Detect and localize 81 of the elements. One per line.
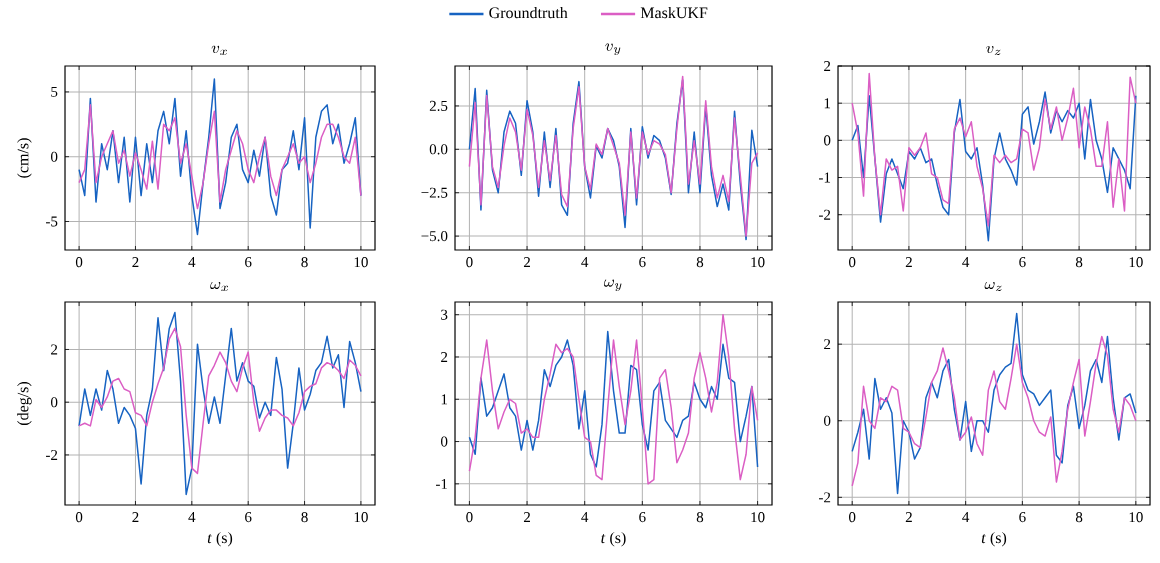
x-tick-label: 2 [132, 257, 139, 267]
chart-title: $\omega_x$ [210, 281, 229, 292]
x-tick-label: 0 [466, 512, 473, 523]
x-tick-label: 4 [962, 512, 970, 522]
x-tick-label: 4 [581, 257, 589, 267]
y-tick-label: 0 [51, 151, 58, 162]
y-tick-label: 0 [51, 397, 58, 408]
x-tick-label: 0 [849, 512, 856, 523]
x-tick-label: 0 [75, 512, 83, 523]
x-tick-label: 8 [1075, 512, 1083, 523]
chart-title: $v_y$ [605, 43, 621, 56]
line-series [851, 335, 1137, 487]
x-tick-label: 6 [245, 257, 252, 268]
x-tick-label: 2 [523, 512, 530, 522]
x-tick-label: 4 [962, 257, 970, 267]
x-tick-label: 10 [751, 257, 765, 268]
line-series [468, 313, 759, 485]
legend-label: Groundtruth [489, 6, 568, 19]
x-tick-label: 10 [354, 512, 368, 523]
y-tick-label: 1 [441, 394, 448, 405]
y-tick-label: 2.5 [429, 100, 448, 111]
x-tick-label: 10 [751, 512, 765, 523]
x-tick-label: 8 [696, 257, 704, 268]
x-tick-label: 2 [905, 257, 912, 267]
chart-title: $\omega_y$ [603, 279, 622, 292]
x-tick-label: 4 [581, 512, 589, 522]
y-tick-label: -2 [819, 492, 831, 503]
line-series [78, 104, 362, 210]
y-tick-label: 2 [441, 352, 448, 362]
y-tick-label: −5.0 [421, 231, 448, 242]
y-tick-label: 0.0 [429, 144, 448, 155]
y-tick-label: -1 [436, 478, 448, 489]
x-tick-label: 6 [1019, 512, 1026, 523]
line-series [851, 312, 1137, 495]
x-tick-label: 8 [301, 257, 308, 268]
x-tick-label: 8 [301, 512, 308, 523]
chart-title: $v_z$ [986, 45, 1001, 56]
x-tick-label: 6 [245, 512, 252, 523]
x-tick-label: 10 [1129, 257, 1143, 268]
x-axis-title: t (s) [601, 531, 626, 547]
x-tick-label: 0 [849, 257, 856, 268]
x-tick-label: 8 [1075, 257, 1083, 268]
x-tick-label: 6 [639, 257, 646, 268]
y-tick-label: -2 [46, 449, 58, 460]
x-tick-label: 2 [132, 512, 139, 522]
y-tick-label: -1 [819, 172, 831, 183]
y-tick-label: 2 [824, 61, 831, 71]
x-tick-label: 0 [75, 257, 83, 268]
y-tick-label: 0 [824, 415, 831, 426]
line-series [468, 330, 759, 468]
x-tick-label: 6 [1019, 257, 1026, 268]
x-axis-title: t (s) [207, 531, 233, 547]
y-tick-label: 2 [824, 339, 831, 350]
y-tick-label: 1 [824, 98, 831, 109]
y-tick-label: 2 [51, 344, 58, 355]
y-tick-label: 5 [51, 86, 58, 97]
y-tick-label: 3 [441, 309, 448, 320]
y-tick-label: -2 [819, 209, 831, 220]
line-series [78, 78, 362, 236]
x-tick-label: 8 [696, 512, 704, 523]
y-axis-title: (deg/s) [17, 382, 32, 426]
line-series [851, 72, 1137, 227]
x-tick-label: 4 [188, 512, 196, 522]
y-tick-label: −2.5 [421, 187, 448, 198]
line-series [851, 91, 1137, 242]
x-axis-title: t (s) [981, 531, 1007, 547]
x-tick-label: 4 [188, 257, 196, 267]
y-tick-label: -5 [46, 216, 58, 227]
x-tick-label: 10 [354, 257, 368, 268]
y-axis-title: (cm/s) [17, 138, 32, 178]
x-tick-label: 2 [523, 257, 530, 267]
chart-title: $v_x$ [211, 45, 227, 56]
chart-title: $\omega_z$ [984, 281, 1002, 292]
legend-label: MaskUKF [640, 6, 708, 19]
line-series [78, 327, 362, 475]
y-tick-label: 0 [441, 436, 448, 447]
x-tick-label: 6 [639, 512, 646, 523]
x-tick-label: 2 [905, 512, 912, 522]
y-tick-label: 0 [824, 135, 831, 146]
x-tick-label: 0 [466, 257, 473, 268]
x-tick-label: 10 [1129, 512, 1143, 523]
